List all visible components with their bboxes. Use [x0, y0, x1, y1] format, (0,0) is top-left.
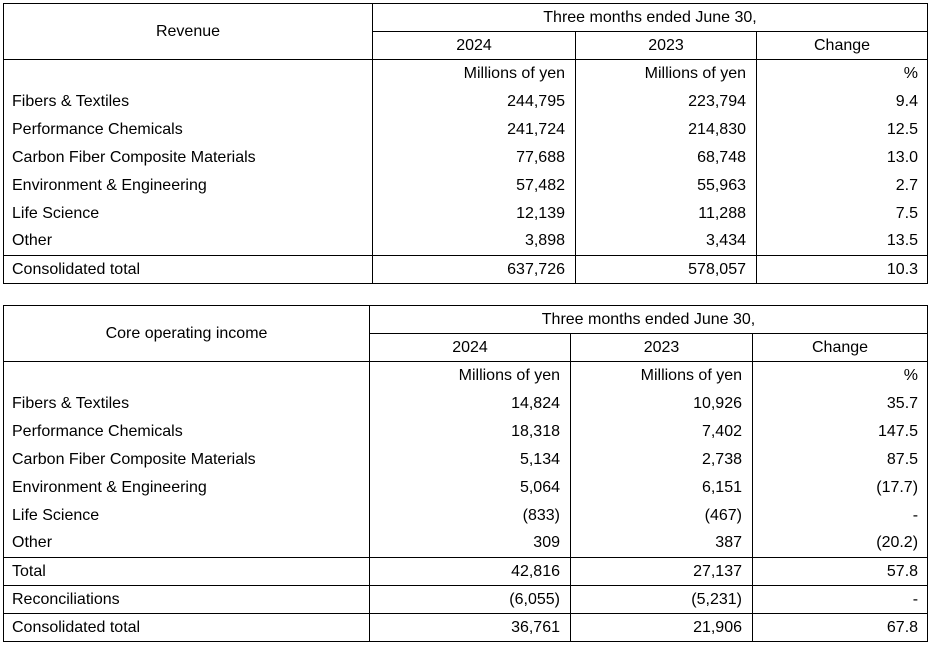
value-2023: 6,151	[570, 473, 753, 502]
value-2023: 68,748	[575, 143, 757, 172]
revenue-col-change: Change	[755, 31, 929, 60]
revenue-period-header: Three months ended June 30,	[371, 3, 929, 32]
core-unit-2024: Millions of yen	[369, 361, 571, 390]
core-operating-income-table: Core operating income Three months ended…	[3, 305, 929, 642]
core-title: Core operating income	[3, 305, 370, 362]
value-change: 13.0	[755, 143, 929, 172]
value-change: 7.5	[755, 199, 929, 228]
row-label: Fibers & Textiles	[3, 87, 373, 116]
row-label: Consolidated total	[3, 613, 370, 642]
core-col-change: Change	[751, 333, 929, 362]
value-2023: 27,137	[570, 557, 753, 586]
table-row: Fibers & Textiles 244,795 223,794 9.4	[3, 87, 929, 116]
value-change: 35.7	[751, 389, 929, 418]
table-row: Performance Chemicals 241,724 214,830 12…	[3, 115, 929, 144]
row-label: Other	[3, 227, 373, 256]
table-row: Environment & Engineering 57,482 55,963 …	[3, 171, 929, 200]
value-change: (20.2)	[751, 529, 929, 558]
value-2024: 5,134	[369, 445, 571, 474]
row-label: Other	[3, 529, 370, 558]
row-label: Reconciliations	[3, 585, 370, 614]
value-change: 9.4	[755, 87, 929, 116]
value-2023: (5,231)	[570, 585, 753, 614]
row-label: Performance Chemicals	[3, 417, 370, 446]
value-change: 13.5	[755, 227, 929, 256]
row-label: Fibers & Textiles	[3, 389, 370, 418]
value-change: 57.8	[751, 557, 929, 586]
row-label: Total	[3, 557, 370, 586]
row-label: Environment & Engineering	[3, 473, 370, 502]
total-row: Consolidated total 637,726 578,057 10.3	[3, 255, 929, 284]
value-2023: 578,057	[575, 255, 757, 284]
value-change: -	[751, 585, 929, 614]
row-label: Life Science	[3, 199, 373, 228]
revenue-title: Revenue	[3, 3, 373, 60]
value-2024: 3,898	[372, 227, 576, 256]
row-label: Carbon Fiber Composite Materials	[3, 445, 370, 474]
value-2024: 77,688	[372, 143, 576, 172]
core-unit-2023: Millions of yen	[570, 361, 753, 390]
value-2024: 637,726	[372, 255, 576, 284]
value-change: 2.7	[755, 171, 929, 200]
consolidated-total-row: Consolidated total 36,761 21,906 67.8	[3, 613, 929, 642]
value-2023: 7,402	[570, 417, 753, 446]
value-change: 67.8	[751, 613, 929, 642]
value-change: 147.5	[751, 417, 929, 446]
value-2023: 10,926	[570, 389, 753, 418]
value-2023: 55,963	[575, 171, 757, 200]
value-2024: 18,318	[369, 417, 571, 446]
table-row: Carbon Fiber Composite Materials 77,688 …	[3, 143, 929, 172]
value-2023: 2,738	[570, 445, 753, 474]
value-change: 87.5	[751, 445, 929, 474]
value-2023: 387	[570, 529, 753, 558]
revenue-unit-2024: Millions of yen	[372, 59, 576, 88]
value-change: (17.7)	[751, 473, 929, 502]
row-label: Environment & Engineering	[3, 171, 373, 200]
row-label: Carbon Fiber Composite Materials	[3, 143, 373, 172]
value-2023: 11,288	[575, 199, 757, 228]
revenue-col-2024: 2024	[372, 31, 576, 60]
value-2024: 12,139	[372, 199, 576, 228]
table-row: Performance Chemicals 18,318 7,402 147.5	[3, 417, 929, 446]
value-2024: 309	[369, 529, 571, 558]
revenue-unit-2023: Millions of yen	[575, 59, 757, 88]
value-2024: (833)	[369, 501, 571, 530]
reconciliations-row: Reconciliations (6,055) (5,231) -	[3, 585, 929, 614]
value-2024: 241,724	[372, 115, 576, 144]
value-2023: 21,906	[570, 613, 753, 642]
core-period-header: Three months ended June 30,	[368, 305, 929, 334]
value-change: -	[751, 501, 929, 530]
value-2023: 3,434	[575, 227, 757, 256]
value-2023: 223,794	[575, 87, 757, 116]
core-unit-change: %	[751, 361, 929, 390]
value-2024: 5,064	[369, 473, 571, 502]
row-label: Life Science	[3, 501, 370, 530]
table-row: Other 309 387 (20.2)	[3, 529, 929, 558]
table-row: Other 3,898 3,434 13.5	[3, 227, 929, 256]
value-change: 10.3	[755, 255, 929, 284]
table-row: Carbon Fiber Composite Materials 5,134 2…	[3, 445, 929, 474]
value-2023: 214,830	[575, 115, 757, 144]
value-2024: (6,055)	[369, 585, 571, 614]
table-row: Life Science (833) (467) -	[3, 501, 929, 530]
value-2024: 36,761	[369, 613, 571, 642]
revenue-unit-change: %	[755, 59, 929, 88]
value-change: 12.5	[755, 115, 929, 144]
value-2024: 14,824	[369, 389, 571, 418]
value-2024: 244,795	[372, 87, 576, 116]
revenue-col-2023: 2023	[575, 31, 757, 60]
core-col-2024: 2024	[369, 333, 571, 362]
value-2023: (467)	[570, 501, 753, 530]
table-row: Fibers & Textiles 14,824 10,926 35.7	[3, 389, 929, 418]
value-2024: 57,482	[372, 171, 576, 200]
row-label: Performance Chemicals	[3, 115, 373, 144]
total-row: Total 42,816 27,137 57.8	[3, 557, 929, 586]
row-label: Consolidated total	[3, 255, 373, 284]
revenue-table: Revenue Three months ended June 30, 2024…	[3, 3, 929, 284]
core-col-2023: 2023	[570, 333, 753, 362]
value-2024: 42,816	[369, 557, 571, 586]
table-row: Life Science 12,139 11,288 7.5	[3, 199, 929, 228]
table-row: Environment & Engineering 5,064 6,151 (1…	[3, 473, 929, 502]
